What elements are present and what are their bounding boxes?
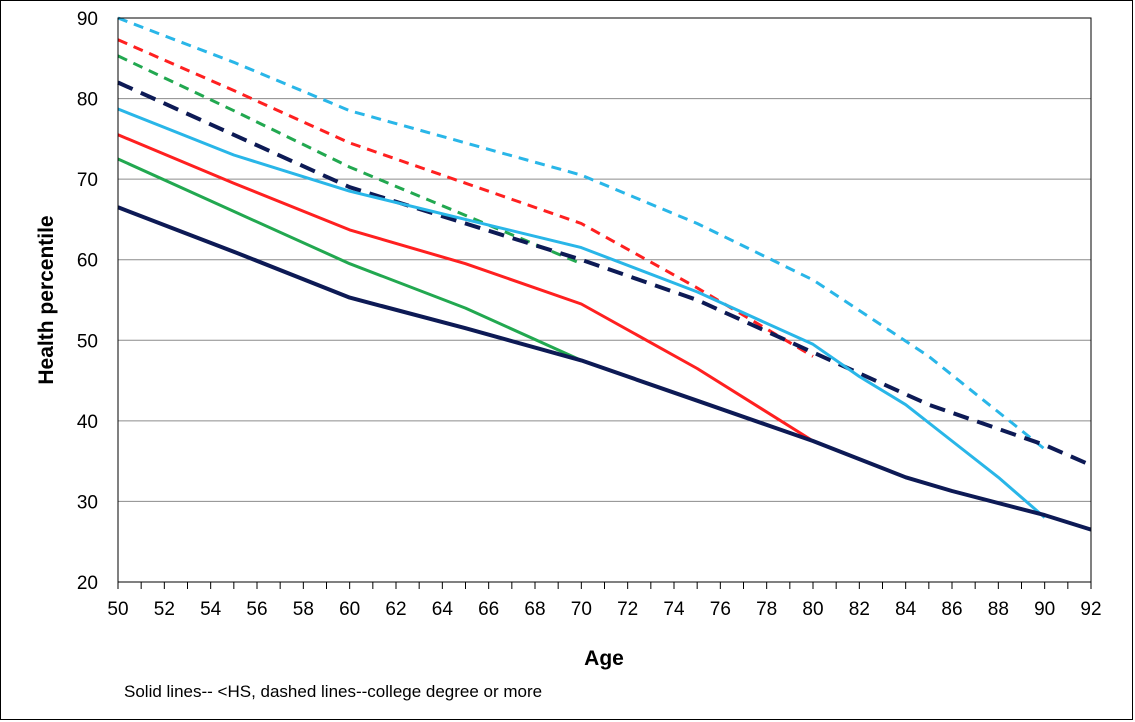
y-axis-title: Health percentile bbox=[35, 215, 58, 384]
x-tick-label: 50 bbox=[107, 599, 128, 620]
y-tick-label: 70 bbox=[77, 170, 98, 191]
axes bbox=[117, 17, 1092, 589]
x-tick-label: 66 bbox=[478, 599, 499, 620]
x-tick-label: 70 bbox=[571, 599, 592, 620]
y-tick-labels: 20 30 40 50 60 70 80 90 bbox=[77, 9, 98, 594]
y-tick-label: 90 bbox=[77, 9, 98, 30]
x-tick-label: 82 bbox=[849, 599, 870, 620]
series-line-dashed-3 bbox=[117, 80, 1092, 468]
x-tick-label: 72 bbox=[617, 599, 638, 620]
x-tick-label: 54 bbox=[200, 599, 222, 620]
x-tick-label: 76 bbox=[710, 599, 731, 620]
x-tick-label: 78 bbox=[756, 599, 777, 620]
x-tick-label: 74 bbox=[663, 599, 685, 620]
y-tick-label: 40 bbox=[77, 412, 98, 433]
x-tick-label: 90 bbox=[1034, 599, 1055, 620]
y-tick-label: 20 bbox=[77, 573, 98, 594]
series-line-solid-5 bbox=[117, 133, 814, 443]
x-tick-label: 62 bbox=[385, 599, 406, 620]
x-tick-label: 64 bbox=[432, 599, 454, 620]
series-line-solid-6 bbox=[117, 157, 582, 362]
x-tick-label: 80 bbox=[802, 599, 823, 620]
y-tick-label: 50 bbox=[77, 331, 98, 352]
x-tick-label: 88 bbox=[988, 599, 1009, 620]
x-tick-label: 92 bbox=[1080, 599, 1101, 620]
x-tick-label: 60 bbox=[339, 599, 360, 620]
chart-note: Solid lines-- <HS, dashed lines--college… bbox=[124, 682, 542, 701]
y-tick-label: 30 bbox=[77, 492, 98, 513]
x-tick-label: 56 bbox=[246, 599, 267, 620]
x-tick-label: 58 bbox=[293, 599, 314, 620]
x-tick-label: 52 bbox=[154, 599, 175, 620]
y-tick-label: 60 bbox=[77, 251, 98, 272]
x-tick-label: 68 bbox=[524, 599, 545, 620]
y-tick-label: 80 bbox=[77, 90, 98, 111]
series-line-dashed-2 bbox=[117, 54, 582, 266]
x-axis-title: Age bbox=[584, 647, 624, 670]
x-tick-label: 86 bbox=[941, 599, 962, 620]
gridlines bbox=[118, 17, 1091, 502]
x-tick-labels: 50 52 54 56 58 60 62 64 66 68 70 72 74 76 78 80 82 84 86 88… bbox=[107, 599, 1101, 620]
series-line-solid-4 bbox=[117, 107, 1046, 519]
series-lines bbox=[117, 16, 1092, 532]
series-line-dashed-1 bbox=[117, 38, 814, 358]
series-line-solid-7 bbox=[117, 205, 1092, 532]
series-line-dashed-0 bbox=[117, 16, 1046, 451]
x-tick-label: 84 bbox=[895, 599, 917, 620]
